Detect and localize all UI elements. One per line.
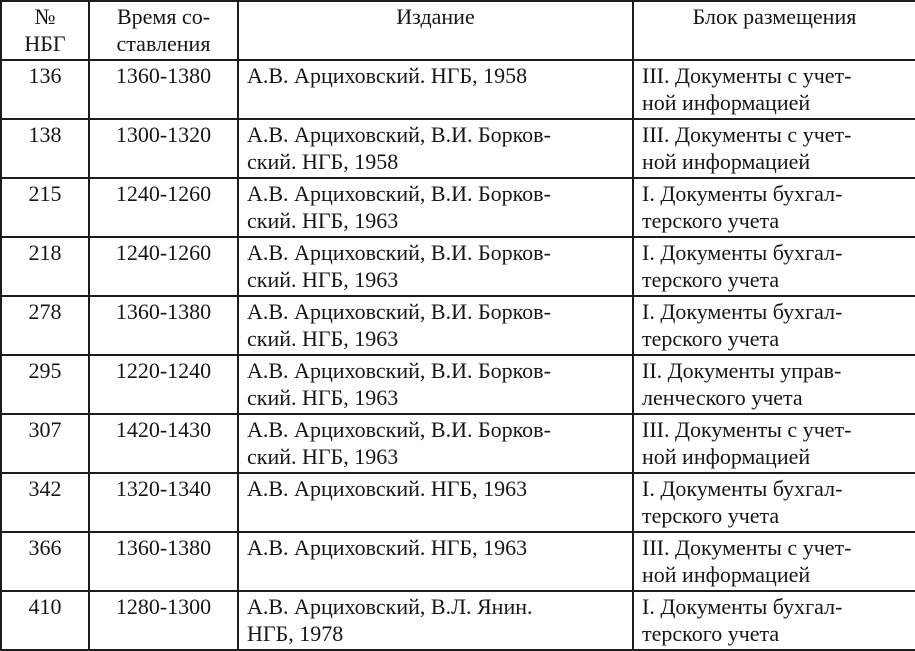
cell-date: 1360-1380 [88, 59, 239, 120]
table-row: 218 1240-1260 А.В. Арциховский, В.И. Бор… [0, 236, 915, 297]
cell-block: III. Документы с учет- ной информацией [632, 118, 915, 179]
cell-date: 1420-1430 [88, 413, 239, 474]
cell-block: I. Документы бухгал- терского учета [632, 236, 915, 297]
cell-date: 1320-1340 [88, 472, 239, 533]
cell-number: 342 [0, 472, 90, 533]
cell-block: I. Документы бухгал- терского учета [632, 177, 915, 238]
table-header-row: № НБГ Время со- ставления Издание Блок р… [0, 0, 915, 61]
cell-block: II. Документы управ- ленческого учета [632, 354, 915, 415]
cell-date: 1360-1380 [88, 295, 239, 356]
table-row: 136 1360-1380 А.В. Арциховский. НГБ, 195… [0, 59, 915, 120]
header-number: № НБГ [0, 0, 90, 61]
table-row: 215 1240-1260 А.В. Арциховский, В.И. Бор… [0, 177, 915, 238]
table-row: 138 1300-1320 А.В. Арциховский, В.И. Бор… [0, 118, 915, 179]
cell-edition: А.В. Арциховский, В.И. Борков- ский. НГБ… [237, 118, 634, 179]
table-row: 366 1360-1380 А.В. Арциховский. НГБ, 196… [0, 531, 915, 592]
cell-block: I. Документы бухгал- терского учета [632, 472, 915, 533]
cell-number: 136 [0, 59, 90, 120]
cell-number: 138 [0, 118, 90, 179]
cell-edition: А.В. Арциховский, В.Л. Янин. НГБ, 1978 [237, 590, 634, 651]
cell-block: III. Документы с учет- ной информацией [632, 413, 915, 474]
cell-date: 1360-1380 [88, 531, 239, 592]
cell-block: III. Документы с учет- ной информацией [632, 531, 915, 592]
cell-number: 410 [0, 590, 90, 651]
cell-edition: А.В. Арциховский. НГБ, 1963 [237, 531, 634, 592]
table-row: 342 1320-1340 А.В. Арциховский. НГБ, 196… [0, 472, 915, 533]
cell-date: 1240-1260 [88, 236, 239, 297]
header-date: Время со- ставления [88, 0, 239, 61]
cell-date: 1220-1240 [88, 354, 239, 415]
cell-block: III. Документы с учет- ной информацией [632, 59, 915, 120]
cell-edition: А.В. Арциховский. НГБ, 1963 [237, 472, 634, 533]
cell-edition: А.В. Арциховский, В.И. Борков- ский. НГБ… [237, 413, 634, 474]
cell-block: I. Документы бухгал- терского учета [632, 295, 915, 356]
cell-edition: А.В. Арциховский, В.И. Борков- ский. НГБ… [237, 295, 634, 356]
table-row: 307 1420-1430 А.В. Арциховский, В.И. Бор… [0, 413, 915, 474]
cell-number: 215 [0, 177, 90, 238]
header-block: Блок размещения [632, 0, 915, 61]
cell-edition: А.В. Арциховский. НГБ, 1958 [237, 59, 634, 120]
table-row: 295 1220-1240 А.В. Арциховский, В.И. Бор… [0, 354, 915, 415]
cell-date: 1300-1320 [88, 118, 239, 179]
cell-number: 307 [0, 413, 90, 474]
cell-edition: А.В. Арциховский, В.И. Борков- ский. НГБ… [237, 236, 634, 297]
cell-number: 366 [0, 531, 90, 592]
table-row: 278 1360-1380 А.В. Арциховский, В.И. Бор… [0, 295, 915, 356]
cell-edition: А.В. Арциховский, В.И. Борков- ский. НГБ… [237, 177, 634, 238]
cell-number: 218 [0, 236, 90, 297]
cell-number: 295 [0, 354, 90, 415]
cell-date: 1240-1260 [88, 177, 239, 238]
cell-edition: А.В. Арциховский, В.И. Борков- ский. НГБ… [237, 354, 634, 415]
header-edition: Издание [237, 0, 634, 61]
cell-block: I. Документы бухгал- терского учета [632, 590, 915, 651]
cell-date: 1280-1300 [88, 590, 239, 651]
cell-number: 278 [0, 295, 90, 356]
table-row: 410 1280-1300 А.В. Арциховский, В.Л. Яни… [0, 590, 915, 651]
